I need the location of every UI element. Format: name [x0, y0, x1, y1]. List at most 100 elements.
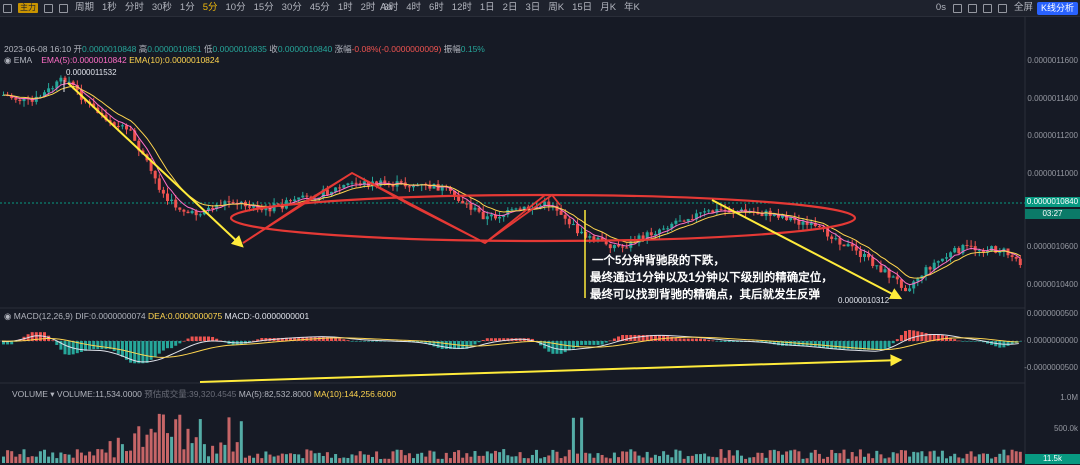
- macd-bar: [842, 341, 846, 350]
- macd-bar: [895, 339, 899, 341]
- candle-body: [830, 236, 834, 239]
- volume-bar: [354, 455, 358, 463]
- tf-1d[interactable]: 1日: [479, 2, 495, 13]
- tf-6h[interactable]: 6时: [429, 2, 444, 13]
- tf-30m[interactable]: 30分: [281, 2, 302, 13]
- window-icon[interactable]: [967, 3, 977, 13]
- tf-12h[interactable]: 12时: [451, 2, 472, 13]
- volume-bar: [96, 449, 100, 463]
- settings-icon[interactable]: [44, 3, 53, 13]
- tf-2d[interactable]: 2日: [502, 2, 518, 13]
- tf-45m[interactable]: 45分: [309, 2, 330, 13]
- volume-bar: [190, 443, 194, 463]
- candle-body: [801, 221, 805, 225]
- volume-label[interactable]: VOLUME: [12, 389, 48, 399]
- annotation-line-1: 一个5分钟背驰段的下跌，: [592, 255, 725, 267]
- candle-body: [547, 201, 551, 206]
- candle-body: [981, 250, 985, 253]
- candle-body: [350, 182, 354, 184]
- tf-month[interactable]: 月K: [600, 2, 617, 13]
- macd-bar: [781, 341, 784, 346]
- volume-bar: [637, 455, 641, 463]
- macd-bar: [170, 341, 174, 349]
- candle-body: [928, 267, 932, 270]
- macd-bar: [108, 341, 112, 350]
- macd-bar: [502, 338, 506, 341]
- eye-icon[interactable]: ◉: [4, 55, 12, 65]
- macd-bar: [571, 341, 575, 349]
- grid-icon[interactable]: [982, 3, 992, 13]
- macd-bar: [252, 340, 256, 342]
- layout-icon[interactable]: [3, 3, 12, 13]
- tf-1h[interactable]: 1时: [337, 2, 353, 13]
- tf-3h[interactable]: 3时: [383, 2, 399, 13]
- macd-bar: [953, 339, 957, 341]
- tf-30s[interactable]: 30秒: [151, 2, 172, 13]
- candle-body: [916, 278, 920, 282]
- candle-body: [186, 211, 190, 214]
- tf-1m[interactable]: 1分: [179, 2, 195, 13]
- macd-bar: [932, 334, 936, 341]
- eye-icon[interactable]: ◉: [4, 311, 12, 321]
- volume-bar: [149, 428, 153, 463]
- macd-bar: [157, 341, 161, 354]
- tf-1s[interactable]: 1秒: [102, 2, 117, 13]
- candle-body: [850, 244, 854, 247]
- volume-bar: [424, 456, 428, 463]
- candle-body: [10, 95, 14, 99]
- cloud-icon[interactable]: [997, 3, 1007, 13]
- tf-2h[interactable]: 2时: [360, 2, 376, 13]
- candle-body: [207, 207, 210, 211]
- volume-value: VOLUME:11,534.0000: [56, 389, 142, 399]
- candle-body: [498, 216, 502, 219]
- candle-body: [863, 254, 866, 257]
- candle-body: [194, 211, 198, 216]
- candle-body: [338, 187, 342, 189]
- refresh-time: 0s: [935, 2, 946, 13]
- tf-timeshare[interactable]: 分时: [124, 2, 144, 13]
- ema-label[interactable]: EMA: [13, 55, 32, 65]
- kline-analysis-button[interactable]: K线分析: [1036, 1, 1078, 15]
- macd-bar: [321, 337, 325, 341]
- tf-10m[interactable]: 10分: [225, 2, 246, 13]
- tf-3d[interactable]: 3日: [525, 2, 541, 13]
- macd-label[interactable]: MACD(12,26,9): [13, 311, 73, 321]
- candle-body: [112, 122, 116, 126]
- screenshot-icon[interactable]: [952, 3, 962, 13]
- volume-bar: [465, 453, 469, 463]
- volume-bar: [309, 450, 313, 463]
- volume-bar: [973, 456, 977, 463]
- volume-bar: [358, 451, 362, 463]
- candle-body: [600, 237, 604, 240]
- volume-bar: [280, 453, 284, 463]
- calendar-icon[interactable]: [59, 3, 68, 13]
- candle-body: [153, 170, 157, 179]
- fullscreen-button[interactable]: 全屏: [1013, 2, 1033, 13]
- candle-body: [871, 257, 875, 267]
- candle-body: [342, 184, 346, 188]
- period-menu[interactable]: 周期: [75, 2, 95, 13]
- volume-bar: [145, 434, 149, 463]
- tf-15m[interactable]: 15分: [253, 2, 274, 13]
- tf-year[interactable]: 年K: [624, 2, 640, 13]
- macd-bar: [198, 336, 202, 341]
- tf-15d[interactable]: 15日: [572, 2, 593, 13]
- volume-bar: [612, 452, 616, 463]
- volume-bar: [863, 456, 866, 463]
- candle-body: [608, 244, 612, 249]
- open-label: 开: [73, 44, 83, 54]
- macd-dif-line: [1, 333, 1019, 363]
- tf-week[interactable]: 周K: [548, 2, 565, 13]
- macd-bar: [416, 341, 420, 343]
- candle-body: [592, 236, 596, 242]
- volume-bar: [858, 449, 862, 463]
- volume-bar: [498, 452, 502, 463]
- volume-bar: [453, 451, 456, 463]
- main-force-badge[interactable]: 主力: [18, 3, 38, 13]
- tf-5m[interactable]: 5分: [202, 2, 218, 13]
- volume-bar: [301, 458, 305, 463]
- macd-bar: [789, 341, 793, 346]
- tf-4h[interactable]: 4时: [406, 2, 421, 13]
- macd-bar: [863, 341, 866, 350]
